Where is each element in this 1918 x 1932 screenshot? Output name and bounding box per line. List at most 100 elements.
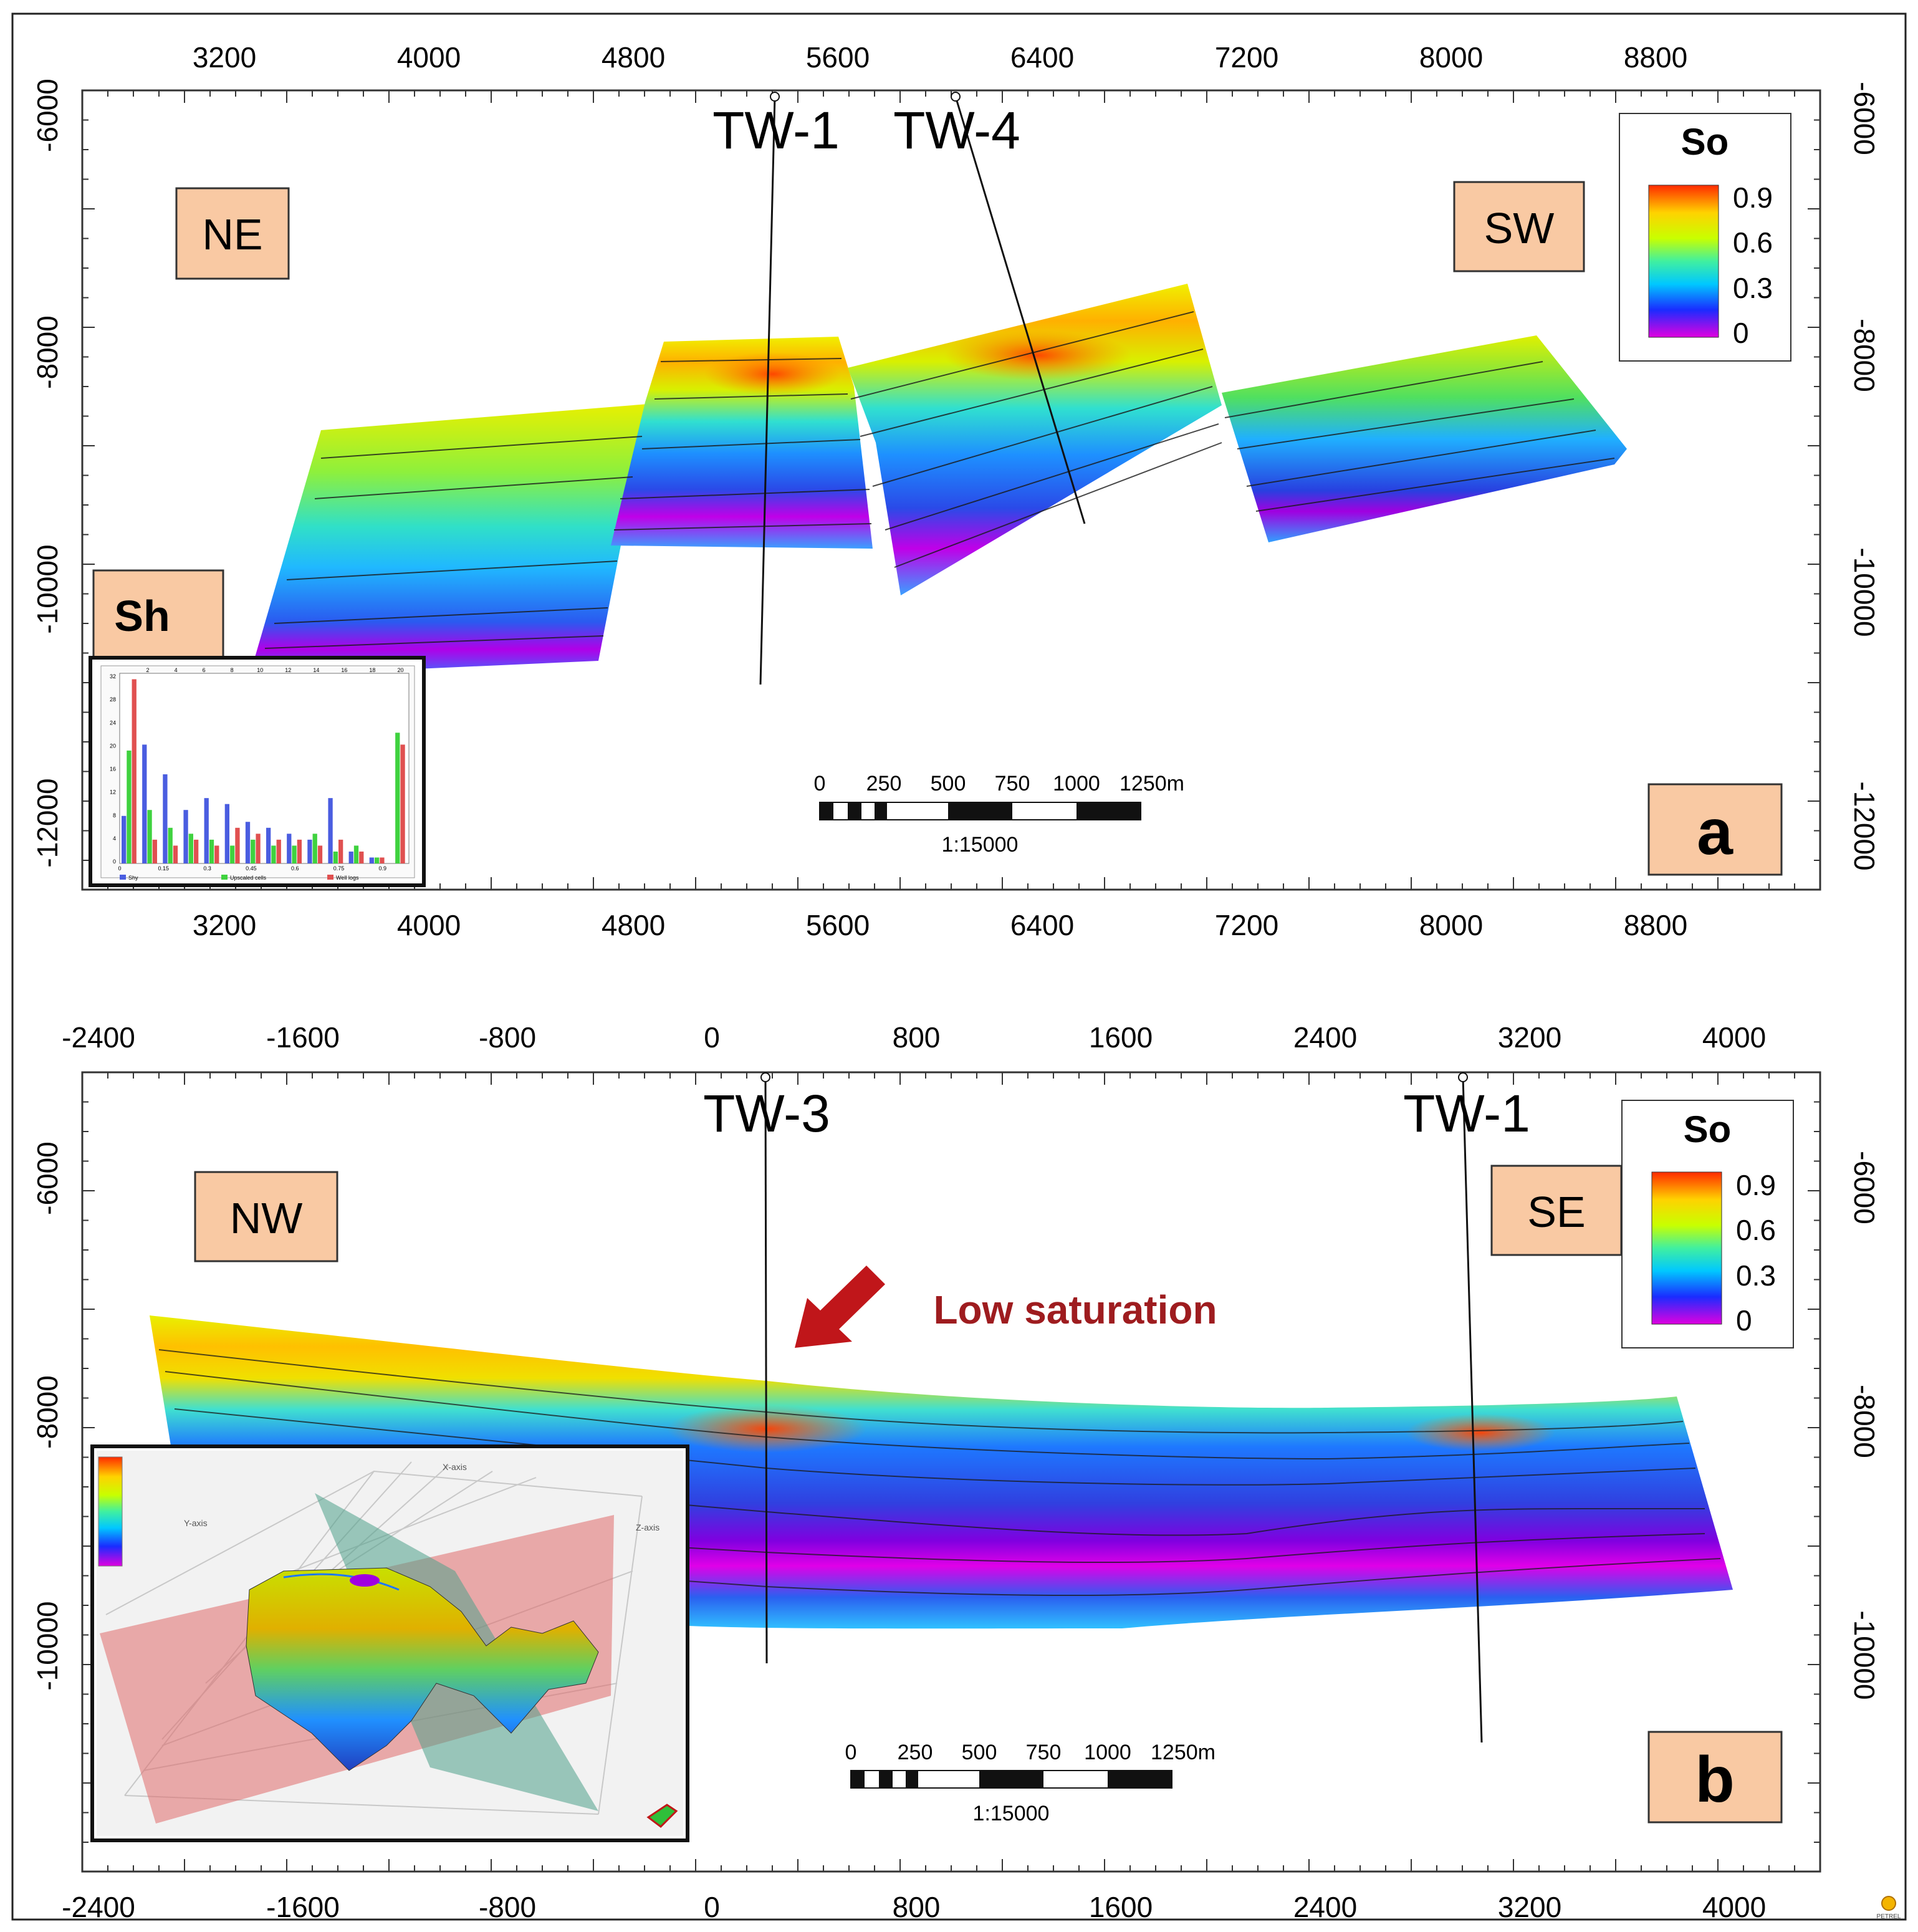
a-histogram-bar	[132, 679, 137, 863]
b-hotspot	[1406, 1414, 1555, 1451]
b-bottom-tick-label: 1600	[1089, 1891, 1153, 1923]
a-histogram-bar	[183, 810, 188, 863]
a-histogram-bar	[400, 744, 405, 863]
a-histogram-left-tick: 28	[110, 696, 116, 703]
a-histogram-top-tick: 20	[397, 667, 403, 673]
a-histogram-bar	[266, 827, 271, 863]
a-histogram-bar	[256, 834, 261, 863]
a-histogram-bottom-tick: 0.75	[333, 865, 345, 872]
b-inset-axis-label: Z-axis	[636, 1522, 659, 1532]
a-scale-number: 1000	[1053, 772, 1100, 795]
a-fault-block-4	[1222, 335, 1627, 542]
b-right-tick-label: -8000	[1848, 1385, 1881, 1458]
a-histogram-top-tick: 8	[231, 667, 234, 673]
a-fault-block-3	[848, 284, 1222, 595]
a-inset-label-box	[92, 569, 224, 662]
b-scale-number: 500	[962, 1741, 997, 1764]
b-right-tick-label: -6000	[1848, 1151, 1881, 1224]
a-histogram-bar	[235, 827, 240, 863]
a-direction-label-ne: NE	[202, 210, 262, 259]
a-top-tick-label: 8800	[1624, 41, 1687, 74]
a-well-path	[759, 96, 776, 685]
a-left-tick-label: -8000	[31, 315, 64, 389]
b-well-label-tw3: TW-3	[703, 1084, 830, 1143]
a-well-path	[954, 96, 1086, 524]
a-histogram-bar	[224, 804, 229, 863]
a-legend-tick: 0	[1733, 317, 1749, 349]
a-well-label-tw1: TW-1	[712, 101, 840, 160]
a-histogram-top-tick: 2	[146, 667, 150, 673]
b-top-tick-label: 0	[704, 1021, 720, 1054]
a-histogram-bar	[188, 834, 193, 863]
a-bottom-tick-label: 6400	[1010, 909, 1074, 941]
a-histogram-top-tick: 6	[203, 667, 206, 673]
a-histogram-top-ticks: 2 4 6 8 10 12 14 16 18 20	[146, 667, 404, 673]
a-histogram-left-ticks: 32 28 24 20 16 12 8 4 0	[110, 673, 116, 865]
a-histogram-bar	[147, 810, 152, 863]
a-histogram-bar	[245, 822, 251, 863]
a-scale-number: 1250m	[1120, 772, 1184, 795]
b-scale-ratio: 1:15000	[973, 1802, 1050, 1825]
a-histogram-bottom-tick: 0.15	[158, 865, 170, 872]
a-top-tick-label: 8000	[1419, 41, 1483, 74]
a-direction-tag-ne	[175, 187, 290, 280]
a-histogram-bar	[348, 851, 353, 863]
b-right-tick-label: -10000	[1848, 1610, 1881, 1699]
b-bottom-tick-label: -1600	[266, 1891, 340, 1923]
b-top-tick-label: 2400	[1293, 1021, 1357, 1054]
b-top-tick-label: -2400	[62, 1021, 135, 1054]
b-top-tick-label: 4000	[1702, 1021, 1766, 1054]
a-top-tick-label: 5600	[806, 41, 870, 74]
b-legend-tick: 0	[1736, 1304, 1752, 1337]
a-well-head	[770, 92, 780, 102]
a-histogram-top-tick: 12	[285, 667, 291, 673]
a-bottom-tick-label: 5600	[806, 909, 870, 941]
b-direction-label-se: SE	[1527, 1188, 1585, 1236]
a-histogram-bars	[122, 679, 405, 863]
a-legend-tick: 0.6	[1733, 226, 1773, 259]
b-left-tick-label: -8000	[31, 1375, 64, 1449]
a-histogram-bottom-tick: 0.3	[203, 865, 211, 872]
b-scale-number: 750	[1026, 1741, 1062, 1764]
a-histogram-left-tick: 12	[110, 789, 116, 795]
a-histogram-legend-item: Shy	[128, 875, 138, 881]
a-colorbar-legend: So 0.9 0.6 0.3 0	[1619, 113, 1791, 362]
a-histogram-bar	[395, 733, 400, 863]
b-inset-axis-label: Y-axis	[184, 1518, 208, 1528]
b-legend-title: So	[1684, 1108, 1732, 1150]
a-top-tick-label: 4800	[602, 41, 665, 74]
a-histogram-bar	[380, 857, 385, 863]
b-legend-tick: 0.6	[1736, 1214, 1776, 1246]
a-histogram-left-tick: 4	[113, 835, 116, 842]
a-histogram-top-tick: 14	[313, 667, 319, 673]
b-scale-number: 1250m	[1151, 1741, 1216, 1764]
a-histogram-bar	[359, 851, 364, 863]
b-inset-colorbar	[98, 1456, 123, 1567]
a-left-tick-label: -6000	[31, 79, 64, 152]
b-bottom-tick-label: -800	[479, 1891, 536, 1923]
a-scale-number: 750	[995, 772, 1030, 795]
b-3d-model-inset: X-axis Y-axis Z-axis	[90, 1444, 689, 1842]
a-colorbar	[1648, 185, 1719, 338]
b-scale-number: 1000	[1084, 1741, 1131, 1764]
b-scale-number: 0	[845, 1741, 857, 1764]
b-top-tick-label: 1600	[1089, 1021, 1153, 1054]
a-legend-tick: 0.9	[1733, 181, 1773, 214]
figure-border	[11, 12, 1907, 1921]
b-left-tick-label: -6000	[31, 1141, 64, 1215]
a-bottom-tick-label: 7200	[1215, 909, 1278, 941]
a-well-head	[951, 92, 961, 102]
a-histogram-bottom-ticks: 0 0.15 0.3 0.45 0.6 0.75 0.9	[118, 865, 386, 872]
b-inset-axis-label: X-axis	[443, 1462, 467, 1472]
a-histogram-left-tick: 32	[110, 673, 116, 680]
b-well-head	[760, 1072, 770, 1082]
a-histogram-bar	[230, 845, 235, 863]
a-histogram-bar	[375, 857, 380, 863]
a-histogram-left-tick: 24	[110, 719, 116, 726]
a-right-tick-label: -12000	[1848, 781, 1881, 870]
b-top-tick-label: -800	[479, 1021, 536, 1054]
b-top-tick-label: -1600	[266, 1021, 340, 1054]
a-top-tick-label: 3200	[193, 41, 256, 74]
b-bottom-tick-label: 3200	[1498, 1891, 1561, 1923]
